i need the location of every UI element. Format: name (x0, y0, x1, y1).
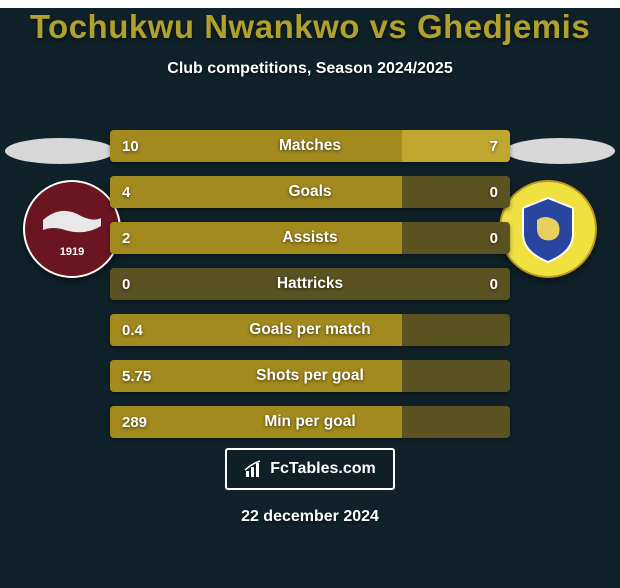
footer-logo[interactable]: FcTables.com (225, 448, 395, 490)
bar-label: Matches (110, 130, 510, 162)
content: Tochukwu Nwankwo vs Ghedjemis Club compe… (0, 8, 620, 588)
stats-bars: 10Matches74Goals02Assists00Hattricks00.4… (110, 130, 510, 452)
date-text: 22 december 2024 (0, 508, 620, 526)
team-badge-right (499, 180, 597, 278)
stat-row: 10Matches7 (110, 130, 510, 162)
chart-icon (244, 459, 264, 479)
bar-value-right: 0 (490, 222, 498, 254)
badge-right-shield-icon (499, 180, 597, 278)
stat-row: 0.4Goals per match (110, 314, 510, 346)
stat-row: 2Assists0 (110, 222, 510, 254)
bar-value-right: 0 (490, 176, 498, 208)
footer-logo-text: FcTables.com (270, 460, 376, 478)
stat-row: 0Hattricks0 (110, 268, 510, 300)
ellipse-left (5, 138, 115, 164)
bar-label: Hattricks (110, 268, 510, 300)
stat-row: 4Goals0 (110, 176, 510, 208)
bar-label: Goals per match (110, 314, 510, 346)
bar-label: Min per goal (110, 406, 510, 438)
bar-label: Assists (110, 222, 510, 254)
stat-row: 5.75Shots per goal (110, 360, 510, 392)
page-title: Tochukwu Nwankwo vs Ghedjemis (0, 8, 620, 46)
bar-label: Goals (110, 176, 510, 208)
team-badge-left: 1919 (23, 180, 121, 278)
bar-label: Shots per goal (110, 360, 510, 392)
bar-value-right: 7 (490, 130, 498, 162)
ellipse-right (505, 138, 615, 164)
badge-left-text: 1919 (60, 246, 84, 258)
stat-row: 289Min per goal (110, 406, 510, 438)
bar-value-right: 0 (490, 268, 498, 300)
subtitle: Club competitions, Season 2024/2025 (0, 60, 620, 78)
badge-left-shield-icon (23, 180, 121, 278)
